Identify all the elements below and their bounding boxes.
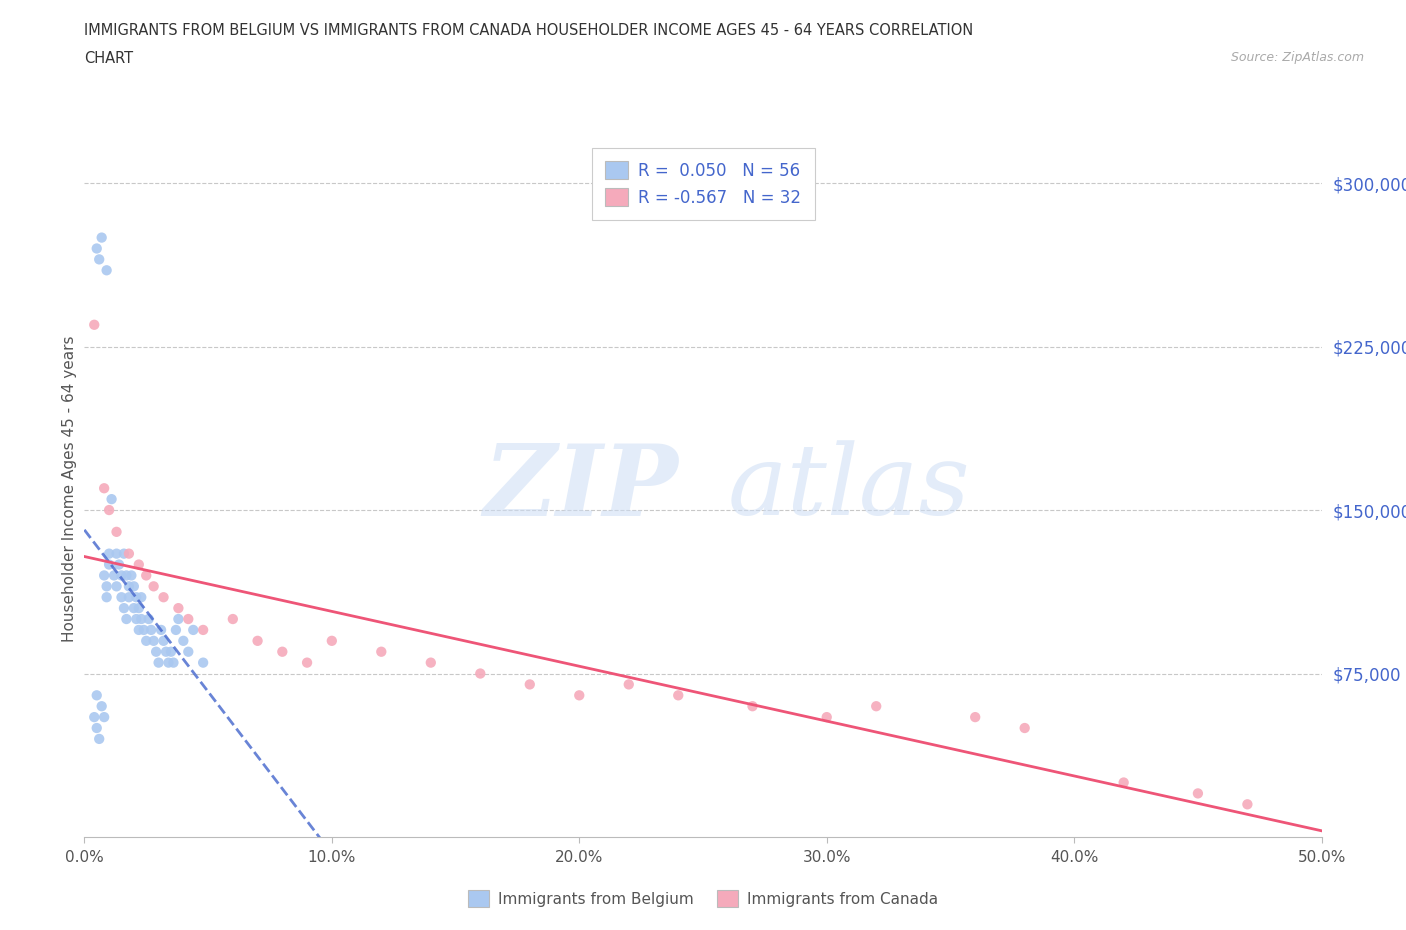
Point [1014, 721, 1036, 736]
Point [96, 578, 118, 593]
Point [519, 677, 541, 692]
Point [177, 644, 200, 659]
Point [191, 622, 214, 637]
Point [568, 688, 591, 703]
Point [105, 546, 128, 561]
Point [370, 644, 392, 659]
Point [118, 546, 141, 561]
Point [112, 601, 135, 616]
Point [666, 688, 689, 703]
Point [135, 568, 157, 583]
Point [120, 568, 142, 583]
Text: IMMIGRANTS FROM BELGIUM VS IMMIGRANTS FROM CANADA HOUSEHOLDER INCOME AGES 45 - 6: IMMIGRANTS FROM BELGIUM VS IMMIGRANTS FR… [84, 23, 973, 38]
Point [129, 590, 152, 604]
Point [125, 590, 148, 604]
Point [115, 568, 138, 583]
Point [138, 612, 160, 627]
Point [162, 655, 184, 670]
Point [100, 492, 122, 507]
Point [470, 666, 492, 681]
Point [132, 622, 155, 637]
Point [110, 568, 132, 583]
Legend: Immigrants from Belgium, Immigrants from Canada: Immigrants from Belgium, Immigrants from… [461, 884, 945, 913]
Point [110, 590, 132, 604]
Point [177, 612, 200, 627]
Point [90, 230, 112, 245]
Point [86, 241, 108, 256]
Point [93, 568, 115, 583]
Point [83, 710, 105, 724]
Point [157, 655, 180, 670]
Point [103, 568, 125, 583]
Point [89, 252, 111, 267]
Point [181, 622, 204, 637]
Point [83, 317, 105, 332]
Point [965, 710, 987, 724]
Point [96, 263, 118, 278]
Point [815, 710, 838, 724]
Point [122, 601, 145, 616]
Point [246, 633, 269, 648]
Point [1236, 797, 1258, 812]
Point [160, 644, 183, 659]
Point [167, 601, 190, 616]
Point [191, 655, 214, 670]
Y-axis label: Householder Income Ages 45 - 64 years: Householder Income Ages 45 - 64 years [62, 335, 77, 642]
Point [152, 633, 174, 648]
Point [86, 721, 108, 736]
Point [741, 698, 763, 713]
Point [167, 612, 190, 627]
Point [89, 732, 111, 747]
Point [150, 622, 173, 637]
Point [155, 644, 177, 659]
Point [142, 578, 165, 593]
Point [165, 622, 187, 637]
Text: CHART: CHART [84, 51, 134, 66]
Point [128, 557, 150, 572]
Point [271, 644, 294, 659]
Point [118, 590, 141, 604]
Point [152, 590, 174, 604]
Point [419, 655, 441, 670]
Point [93, 481, 115, 496]
Point [93, 710, 115, 724]
Point [222, 612, 245, 627]
Point [135, 633, 157, 648]
Point [148, 655, 170, 670]
Text: ZIP: ZIP [484, 440, 678, 537]
Point [617, 677, 640, 692]
Point [1187, 786, 1209, 801]
Point [98, 502, 121, 517]
Point [865, 698, 887, 713]
Point [142, 633, 165, 648]
Point [128, 622, 150, 637]
Point [115, 612, 138, 627]
Point [86, 688, 108, 703]
Text: Source: ZipAtlas.com: Source: ZipAtlas.com [1230, 51, 1364, 64]
Point [295, 655, 318, 670]
Point [172, 633, 194, 648]
Point [321, 633, 343, 648]
Point [112, 546, 135, 561]
Point [98, 557, 121, 572]
Point [108, 557, 131, 572]
Point [129, 612, 152, 627]
Point [105, 525, 128, 539]
Point [105, 578, 128, 593]
Point [128, 601, 150, 616]
Point [122, 578, 145, 593]
Point [98, 546, 121, 561]
Point [96, 590, 118, 604]
Point [141, 622, 163, 637]
Point [118, 578, 141, 593]
Point [1112, 775, 1135, 790]
Point [145, 644, 167, 659]
Text: atlas: atlas [728, 441, 970, 536]
Point [125, 612, 148, 627]
Point [90, 698, 112, 713]
